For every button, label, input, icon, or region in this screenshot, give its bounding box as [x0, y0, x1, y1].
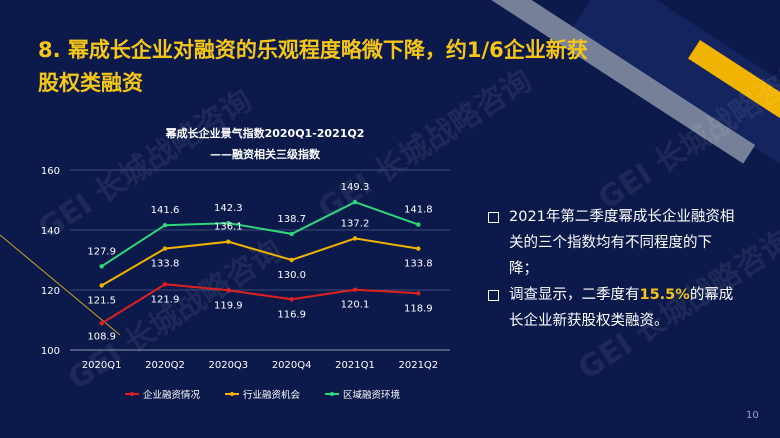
data-label: 119.9 — [214, 300, 243, 311]
data-label: 136.1 — [214, 222, 243, 233]
data-point — [352, 287, 358, 292]
legend-label: 区域融资环境 — [343, 389, 401, 401]
data-label: 138.7 — [277, 214, 306, 225]
page-title-line2: 股权类融资 — [38, 71, 143, 95]
x-tick-label: 2020Q4 — [272, 360, 312, 371]
data-point — [289, 231, 294, 237]
legend-label: 行业融资机会 — [243, 389, 301, 401]
data-label: 137.2 — [341, 218, 370, 229]
bullet-text-post: 的幂成长企业新获股权类融资。 — [509, 287, 734, 329]
data-point — [352, 236, 358, 241]
y-tick-label: 160 — [41, 166, 60, 177]
series-line — [101, 237, 419, 287]
data-point — [99, 321, 104, 326]
chart-title: 幂成长企业景气指数2020Q1-2021Q2 — [165, 126, 365, 140]
bullet-text-pre: 调查显示，二季度有 — [509, 287, 640, 303]
chart-subtitle: ——融资相关三级指数 — [210, 147, 321, 161]
x-tick-label: 2020Q1 — [82, 360, 122, 371]
y-tick-label: 140 — [41, 226, 60, 237]
data-point — [226, 220, 231, 226]
data-point — [99, 283, 104, 288]
bullet-square-icon — [488, 212, 499, 223]
data-point — [416, 291, 421, 296]
data-point — [162, 223, 168, 228]
data-label: 108.9 — [87, 331, 116, 342]
bullet-text: 调查显示，二季度有15.5%的幂成长企业新获股权类融资。 — [509, 282, 740, 334]
data-label: 141.6 — [151, 205, 180, 216]
data-label: 133.8 — [151, 259, 180, 270]
bullet-square-icon — [488, 290, 499, 301]
x-tick-label: 2020Q3 — [208, 360, 248, 371]
data-point — [289, 257, 294, 263]
legend-marker — [330, 392, 334, 396]
highlight-percent: 15.5% — [639, 287, 690, 303]
y-tick-label: 120 — [41, 286, 60, 297]
x-tick-label: 2021Q2 — [398, 360, 438, 371]
data-label: 118.9 — [404, 303, 433, 314]
bullet-item: 调查显示，二季度有15.5%的幂成长企业新获股权类融资。 — [488, 282, 740, 334]
data-label: 142.3 — [214, 203, 243, 214]
x-tick-label: 2020Q2 — [145, 360, 185, 371]
data-point — [162, 246, 168, 251]
legend-marker — [230, 392, 234, 396]
data-point — [226, 288, 231, 293]
page-title-line1: 8. 幂成长企业对融资的乐观程度略微下降，约1/6企业新获 — [38, 38, 588, 62]
series-line — [101, 201, 419, 268]
data-label: 116.9 — [277, 309, 306, 320]
x-tick-label: 2021Q1 — [335, 360, 375, 371]
data-point — [99, 264, 104, 269]
bullet-item: 2021年第二季度幂成长企业融资相关的三个指数均有不同程度的下降； — [488, 204, 740, 282]
data-point — [289, 297, 294, 302]
bullet-list: 2021年第二季度幂成长企业融资相关的三个指数均有不同程度的下降； 调查显示，二… — [488, 204, 740, 334]
data-label: 130.0 — [277, 270, 306, 281]
legend-label: 企业融资情况 — [143, 389, 201, 401]
legend-marker — [130, 392, 134, 396]
bullet-text: 2021年第二季度幂成长企业融资相关的三个指数均有不同程度的下降； — [509, 209, 735, 277]
data-label: 120.1 — [341, 300, 370, 311]
data-label: 149.3 — [341, 182, 370, 193]
decorative-diagonal-line — [0, 234, 121, 336]
data-point — [226, 239, 231, 244]
data-label: 121.9 — [151, 294, 180, 305]
data-label: 141.8 — [404, 205, 433, 216]
data-point — [416, 246, 421, 251]
data-point — [162, 282, 168, 287]
series-line — [101, 283, 419, 325]
data-label: 127.9 — [87, 246, 116, 257]
page-number: 10 — [746, 410, 759, 421]
y-tick-label: 100 — [41, 346, 60, 357]
data-point — [352, 199, 358, 205]
data-label: 133.8 — [404, 259, 433, 270]
data-label: 121.5 — [87, 296, 116, 307]
data-point — [416, 222, 421, 227]
page-title: 8. 幂成长企业对融资的乐观程度略微下降，约1/6企业新获 股权类融资 — [38, 34, 658, 100]
